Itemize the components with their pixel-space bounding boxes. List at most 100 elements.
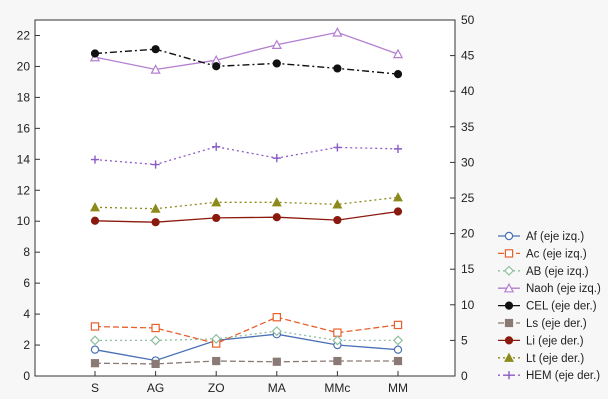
series-line (94, 210, 399, 223)
x-axis-tick-label: MMc (324, 381, 350, 394)
left-axis-tick-label: 22 (17, 28, 31, 42)
legend-label: Li (eje der.) (526, 335, 584, 347)
x-axis-tick-label: MA (268, 381, 286, 394)
left-axis-tick-label: 12 (17, 183, 31, 197)
legend-swatch-marker (504, 249, 514, 258)
x-axis-tick-label: S (91, 381, 99, 394)
data-point (151, 359, 160, 368)
legend-swatch-marker (504, 352, 514, 362)
legend-swatch-marker (504, 336, 514, 345)
right-axis-tick-label: 10 (461, 298, 475, 312)
data-point (271, 197, 282, 207)
legend-swatch-marker (504, 231, 514, 241)
legend-label: HEM (eje der.) (526, 370, 600, 382)
legend-label: Ac (eje izq.) (526, 248, 587, 260)
data-point (332, 27, 343, 37)
left-axis-tick-label: 16 (17, 121, 31, 135)
series-line (94, 316, 399, 345)
x-axis-tick-label: MM (388, 381, 408, 394)
right-axis-tick-label: 20 (461, 227, 475, 241)
data-point (393, 320, 403, 330)
right-axis-tick-label: 5 (461, 333, 468, 347)
data-point (212, 356, 221, 366)
series-li (90, 207, 403, 227)
data-point (151, 45, 160, 54)
series-hem (90, 142, 403, 169)
data-point (211, 333, 222, 344)
right-axis-tick-label: 0 (461, 369, 468, 383)
data-point (272, 213, 281, 222)
data-point (212, 62, 221, 71)
legend-item: Lt (eje der.) (498, 352, 584, 365)
x-axis-tick-label: ZO (208, 381, 225, 394)
right-axis-tick-label: 45 (461, 49, 475, 63)
data-point (332, 335, 343, 346)
data-point (150, 203, 161, 213)
left-axis-tick-label: 10 (17, 214, 31, 228)
legend-item: Naoh (eje izq.) (498, 282, 601, 295)
series-line (94, 333, 399, 362)
data-point (333, 328, 342, 337)
data-point (90, 49, 100, 58)
right-axis-tick-label: 15 (461, 262, 475, 276)
left-axis-tick-label: 2 (23, 338, 30, 352)
data-point (212, 213, 221, 223)
data-point (333, 215, 342, 225)
data-point (333, 143, 342, 152)
left-axis-tick-label: 6 (23, 276, 30, 290)
legend-swatch-marker (503, 265, 515, 276)
data-point (393, 345, 403, 354)
legend-item: HEM (eje der.) (498, 370, 600, 382)
legend-item: Ac (eje izq.) (498, 248, 587, 260)
right-axis-tick-label: 40 (461, 84, 475, 98)
plot-area-frame (34, 19, 456, 377)
left-axis-tick-label: 4 (23, 307, 30, 321)
data-point (90, 202, 100, 212)
series-ls (90, 356, 403, 368)
left-axis-tick-label: 0 (23, 369, 30, 383)
legend-label: Ls (eje der.) (526, 318, 587, 330)
series-cel (90, 45, 403, 79)
legend-label: CEL (eje der.) (526, 301, 597, 313)
series-line (94, 360, 398, 365)
series-line (95, 330, 398, 342)
data-point (211, 197, 222, 207)
data-point (392, 335, 404, 346)
series-lt (90, 192, 403, 213)
legend-item: Ls (eje der.) (498, 318, 587, 330)
data-point (393, 207, 403, 216)
data-point (90, 216, 100, 225)
data-point (272, 59, 281, 68)
left-axis-tick-label: 14 (17, 152, 31, 166)
right-axis-tick-label: 50 (461, 13, 475, 27)
series-line (94, 48, 399, 75)
data-point (212, 142, 221, 151)
series-lines (89, 27, 404, 368)
data-point (151, 323, 160, 333)
data-point (272, 312, 282, 322)
legend-label: AB (eje izq.) (526, 266, 589, 278)
data-point (150, 335, 161, 346)
legend-item: AB (eje izq.) (498, 265, 589, 278)
legend-item: CEL (eje der.) (498, 301, 597, 313)
legend: Af (eje izq.) Ac (eje izq.) AB (eje izq.) N… (498, 231, 601, 382)
legend-item: Af (eje izq.) (498, 231, 584, 243)
series-line (94, 31, 399, 71)
data-point (90, 322, 100, 331)
data-point (271, 326, 282, 337)
legend-swatch-marker (504, 301, 514, 310)
series-line (94, 196, 399, 210)
data-point (89, 335, 101, 346)
legend-swatch-marker (504, 371, 514, 380)
data-point (393, 144, 403, 153)
data-point (333, 356, 342, 366)
series-line (94, 146, 399, 166)
data-point (90, 155, 100, 164)
data-point (150, 64, 161, 74)
data-point (392, 48, 404, 59)
right-axis-tick-label: 30 (461, 155, 475, 169)
data-point (333, 64, 342, 73)
data-point (151, 218, 160, 227)
